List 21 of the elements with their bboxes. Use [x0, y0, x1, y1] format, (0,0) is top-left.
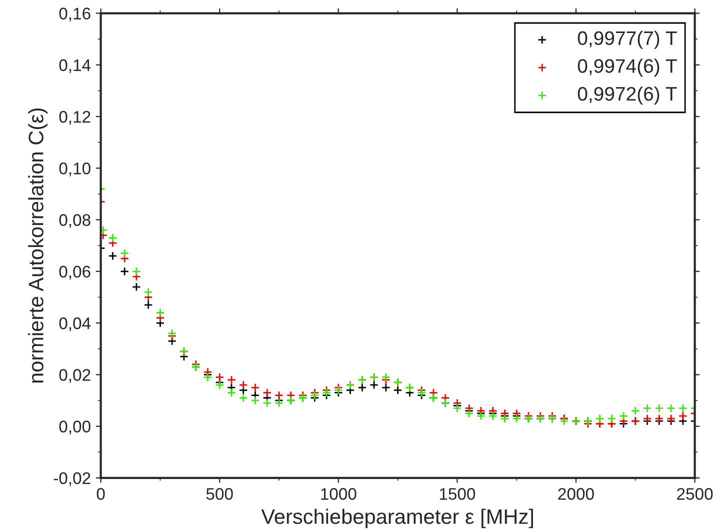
y-axis-title: normierte Autokorrelation C(ε)	[28, 108, 48, 383]
legend-label: 0,9972(6) T	[578, 86, 677, 105]
x-tick-label: 2000	[558, 488, 594, 500]
y-tick-label: 0,12	[59, 110, 90, 125]
x-tick-label: 500	[206, 488, 233, 500]
y-tick-label: -0,02	[54, 472, 90, 486]
legend-label: 0,9974(6) T	[578, 58, 677, 77]
x-tick-label: 1000	[321, 488, 356, 500]
x-axis-title: Verschiebeparameter ε [MHz]	[261, 508, 533, 528]
legend-label: 0,9977(7) T	[578, 30, 677, 49]
x-tick-label: 0	[96, 488, 105, 500]
x-tick-label: 1500	[440, 488, 476, 500]
y-tick-label: 0,16	[59, 8, 90, 22]
y-tick-label: 0,10	[59, 162, 90, 176]
y-tick-label: 0,04	[59, 317, 91, 332]
x-tick-label: 2500	[677, 488, 713, 500]
y-tick-label: 0,14	[59, 59, 91, 74]
y-tick-label: 0,00	[59, 420, 90, 434]
y-tick-label: 0,06	[59, 266, 90, 280]
y-tick-label: 0,02	[59, 369, 90, 383]
y-tick-label: 0,08	[59, 214, 90, 228]
